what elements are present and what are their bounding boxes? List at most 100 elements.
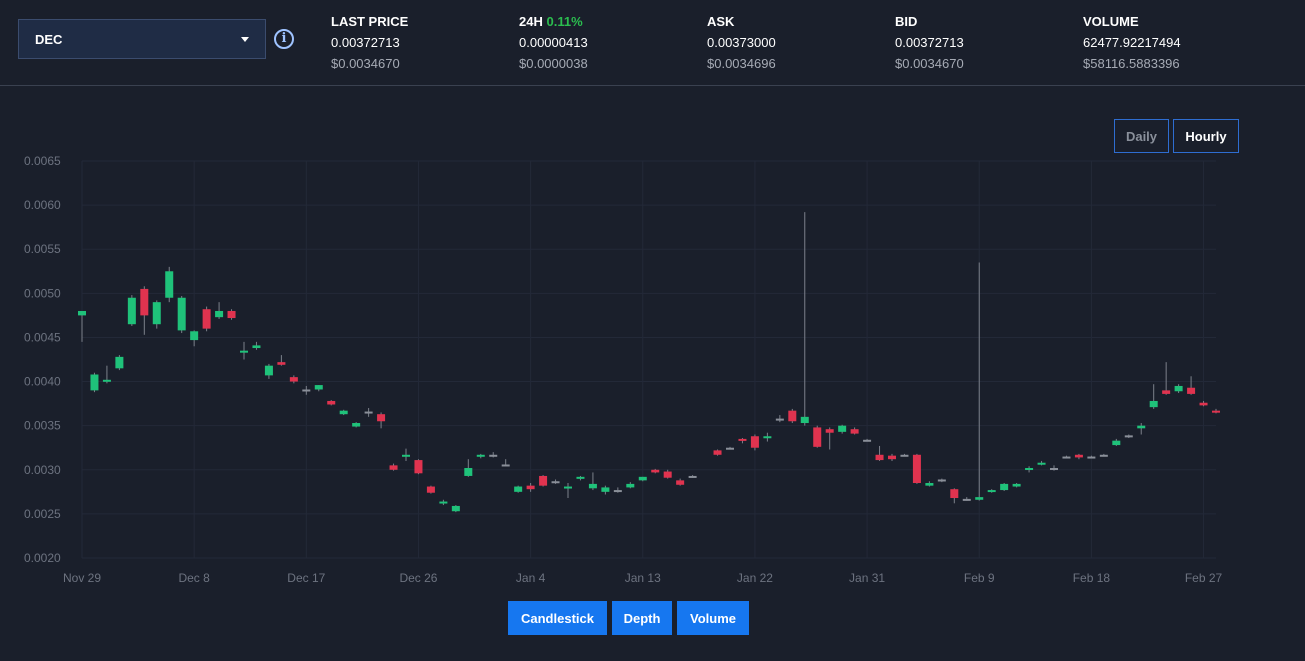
candle-body (439, 501, 448, 504)
candle (289, 375, 298, 384)
y-tick-label: 0.0040 (24, 375, 61, 389)
candle-body (750, 436, 759, 448)
candle-body (613, 490, 622, 493)
y-tick-label: 0.0065 (24, 154, 61, 168)
volume-view-button[interactable]: Volume (677, 601, 749, 635)
candle-body (264, 365, 273, 376)
change-label: 24H (519, 14, 543, 29)
candle-body (588, 483, 597, 489)
candle-body (252, 345, 261, 349)
candle (227, 309, 236, 320)
candle-body (90, 374, 99, 391)
candle (850, 427, 859, 435)
y-tick-label: 0.0050 (24, 286, 61, 300)
candle (564, 483, 572, 499)
candle (551, 479, 560, 484)
candle-body (1062, 456, 1071, 459)
chevron-down-icon (241, 37, 249, 42)
candle-body (140, 288, 149, 316)
candle (302, 385, 311, 395)
candle (1000, 483, 1009, 491)
candle (1037, 460, 1046, 466)
candle-body (775, 418, 784, 421)
candle (763, 432, 772, 442)
candle (925, 481, 934, 487)
candle (750, 434, 759, 451)
y-tick-label: 0.0025 (24, 507, 61, 521)
candle-body (514, 486, 523, 492)
candle-body (601, 487, 610, 492)
candle-body (1037, 462, 1046, 465)
last-price-label: LAST PRICE (331, 14, 409, 29)
candle-body (364, 411, 373, 414)
candle (215, 302, 224, 319)
candle (626, 482, 635, 489)
candle (1187, 376, 1196, 395)
candle-body (738, 438, 747, 441)
candle-body (838, 425, 847, 432)
candle-body (850, 429, 859, 434)
candle-body (788, 410, 797, 422)
x-axis: Nov 29 Dec 8 Dec 17 Dec 26 Jan 4 Jan 13 Jan 22… (63, 571, 1223, 585)
candle-body (352, 423, 361, 427)
change-percent: 0.11% (546, 14, 583, 29)
candle-body (215, 310, 224, 318)
candle-body (202, 309, 211, 329)
depth-view-button[interactable]: Depth (612, 601, 672, 635)
candle (775, 415, 784, 423)
candle (90, 372, 99, 393)
candle (651, 468, 660, 474)
candle-body (1212, 410, 1220, 413)
candle-body (1087, 456, 1096, 459)
hourly-range-button[interactable]: Hourly (1173, 119, 1239, 153)
daily-range-button[interactable]: Daily (1114, 119, 1169, 153)
x-tick-label: Dec 8 (178, 571, 210, 585)
change-usd: $0.0000038 (519, 56, 588, 71)
x-tick-label: Jan 4 (516, 571, 546, 585)
candle (726, 446, 734, 450)
change-stat: 24H 0.11% 0.00000413 $0.0000038 (519, 11, 588, 74)
candle (402, 448, 410, 461)
y-axis: 0.0065 0.0060 0.0055 0.0050 0.0045 0.0040 0.00… (24, 154, 61, 565)
candle-body (277, 362, 286, 365)
candle-body (1050, 468, 1058, 471)
info-icon[interactable]: i (274, 29, 294, 49)
candle-body (576, 476, 585, 479)
candle (140, 286, 149, 335)
candle (937, 478, 946, 483)
candlestick-view-button[interactable]: Candlestick (508, 601, 607, 635)
candle (1137, 423, 1146, 435)
last-price-stat: LAST PRICE 0.00372713 $0.0034670 (331, 11, 408, 74)
candle-body (1137, 425, 1146, 429)
candle-body (813, 427, 822, 447)
candle-body (651, 469, 660, 473)
x-tick-label: Nov 29 (63, 571, 101, 585)
token-select[interactable]: DEC (18, 19, 266, 59)
candle-body (1012, 483, 1021, 487)
candle (240, 341, 248, 360)
candle (888, 453, 896, 461)
candle-body (1174, 385, 1183, 392)
candle-body (1124, 435, 1133, 438)
candle-body (950, 489, 959, 499)
ask-stat: ASK 0.00373000 $0.0034696 (707, 11, 776, 74)
bid-value: 0.00372713 (895, 35, 964, 50)
volume-label: VOLUME (1083, 14, 1139, 29)
candlestick-chart: 0.0065 0.0060 0.0055 0.0050 0.0045 0.0040 0.00… (24, 154, 1223, 585)
candle-body (1099, 454, 1108, 457)
x-tick-label: Dec 17 (287, 571, 325, 585)
candle (962, 497, 971, 501)
candle (676, 478, 685, 486)
candle (252, 341, 261, 350)
candle (78, 310, 86, 342)
candle (1074, 453, 1083, 460)
candle (601, 485, 610, 495)
candle (352, 422, 361, 428)
candle-body (190, 331, 199, 341)
candle (863, 438, 872, 442)
candle-body (152, 302, 161, 325)
candle-body (1000, 483, 1009, 491)
volume-stat: VOLUME 62477.92217494 $58116.5883396 (1083, 11, 1181, 74)
candle (314, 385, 323, 392)
candle (264, 363, 273, 379)
